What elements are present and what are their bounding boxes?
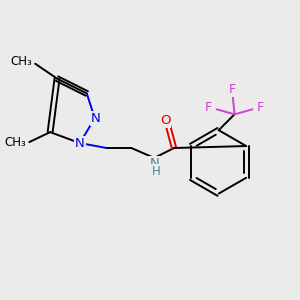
- Text: F: F: [229, 83, 236, 96]
- Text: CH₃: CH₃: [4, 136, 26, 148]
- Text: N: N: [91, 112, 100, 125]
- Text: CH₃: CH₃: [11, 55, 32, 68]
- Text: N: N: [75, 136, 85, 150]
- Text: N: N: [149, 158, 159, 170]
- Text: F: F: [257, 101, 264, 114]
- Text: F: F: [205, 101, 212, 114]
- Text: O: O: [160, 114, 170, 127]
- Text: H: H: [152, 165, 161, 178]
